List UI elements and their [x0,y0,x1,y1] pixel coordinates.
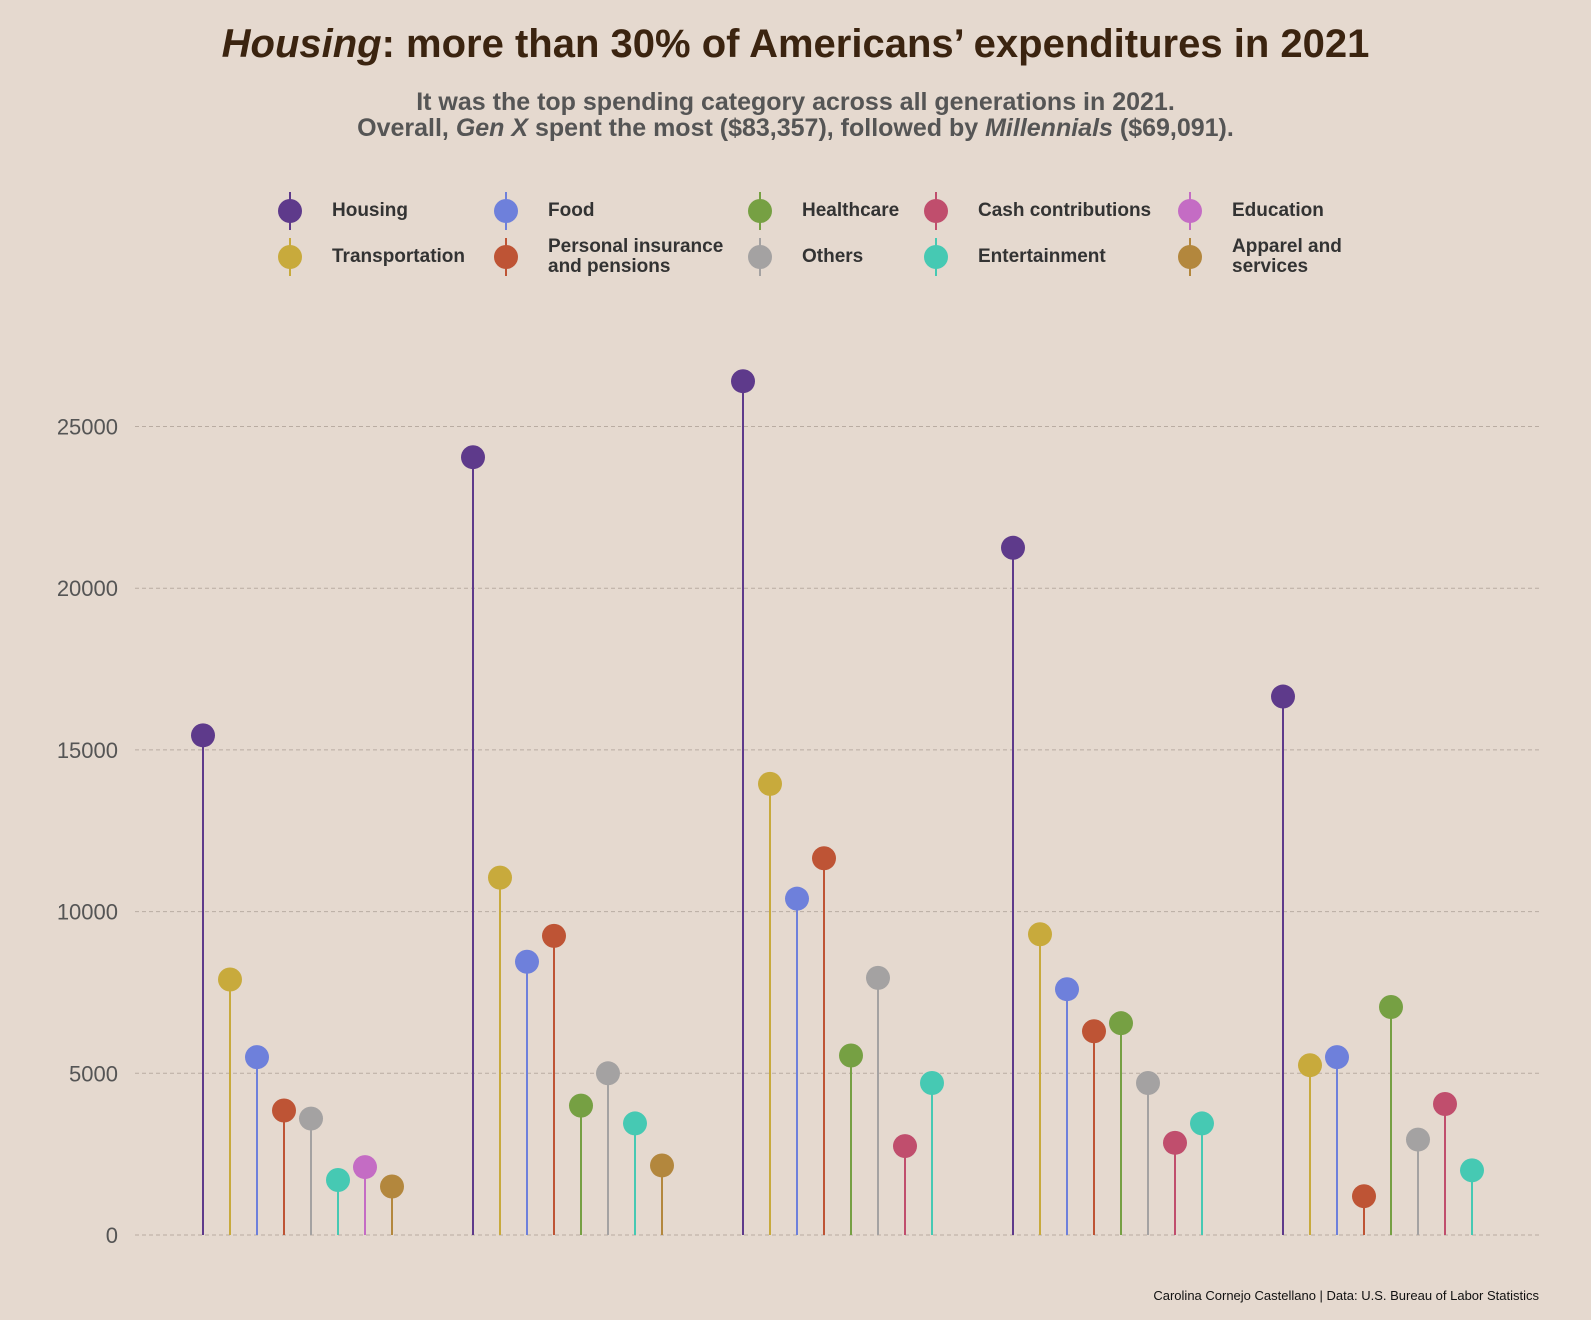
subtitle-genx: Gen X [455,114,529,142]
legend-item: Food [486,188,736,234]
lollipop-point [380,1174,404,1199]
lollipop-point [1352,1184,1376,1209]
legend-label: Housing [332,200,408,221]
lollipop-point [1001,535,1025,560]
legend: Housing Food Healthcare Cash contributions E… [270,188,1370,288]
chart-title: Housing: more than 30% of Americans’ exp… [0,22,1591,67]
subtitle-part-a: Overall, [357,114,456,142]
title-italic: Housing [221,22,382,66]
lollipop-point [1190,1111,1214,1136]
lollipop-point [650,1153,674,1178]
y-tick-label: 20000 [57,576,118,601]
lollipop-point [866,965,890,990]
legend-label: Apparel and services [1232,236,1342,277]
legend-label: Others [802,246,864,267]
generation-group [461,445,674,1235]
lollipop-point [839,1043,863,1068]
legend-label: Entertainment [978,246,1106,267]
lollipop-point [326,1168,350,1193]
lollipop-point [353,1155,377,1180]
lollipop-point [569,1093,593,1118]
legend-item: Others [740,234,990,280]
lollipop-point [1136,1071,1160,1096]
lollipop-point [1460,1158,1484,1183]
lollipop-point [1055,977,1079,1002]
legend-swatch [740,188,780,234]
lollipop-point [245,1045,269,1070]
legend-item: Personal insurance and pensions [486,234,736,280]
legend-item: Cash contributions [916,188,1166,234]
lollipop-point [299,1106,323,1131]
y-tick-label: 5000 [69,1061,118,1086]
legend-label: Cash contributions [978,200,1152,221]
lollipop-point [1433,1092,1457,1117]
lollipop-point [1163,1130,1187,1155]
generation-group [731,369,944,1235]
legend-swatch [1170,188,1210,234]
lollipop-point [1325,1045,1349,1070]
lollipop-point [623,1111,647,1136]
legend-swatch [1170,234,1210,280]
legend-swatch [270,188,310,234]
legend-item: Apparel and services [1170,234,1420,280]
lollipop-point [1271,684,1295,709]
legend-swatch [916,234,956,280]
lollipop-point [731,369,755,394]
lollipop-point [515,949,539,974]
lollipop-point [596,1061,620,1086]
y-tick-label: 0 [106,1223,118,1248]
legend-swatch [486,188,526,234]
legend-label: Healthcare [802,200,900,221]
lollipop-point [785,886,809,911]
legend-item: Healthcare [740,188,990,234]
lollipop-point [1109,1011,1133,1036]
lollipop-chart: 0 5000 10000 15000 20000 25000 [57,369,1540,1248]
legend-swatch [486,234,526,280]
lollipop-point [893,1134,917,1159]
subtitle-line-1: It was the top spending category across … [416,88,1175,116]
legend-label: Education [1232,200,1324,221]
y-tick-label: 25000 [57,415,118,440]
y-tick-label: 10000 [57,900,118,925]
lollipop-point [1379,995,1403,1020]
legend-item: Education [1170,188,1420,234]
lollipop-point [191,723,215,748]
legend-label: Transportation [332,246,466,267]
legend-swatch [740,234,780,280]
lollipop-point [1082,1019,1106,1044]
lollipop-point [1406,1127,1430,1152]
subtitle-millennials: Millennials [985,114,1113,142]
lollipop-point [920,1071,944,1096]
y-tick-label: 15000 [57,738,118,763]
legend-item: Entertainment [916,234,1166,280]
lollipop-point [758,771,782,796]
legend-swatch [270,234,310,280]
legend-label: Personal insurance and pensions [548,236,724,277]
lollipop-point [542,923,566,948]
legend-label: Food [548,200,595,221]
lollipop-point [488,865,512,890]
subtitle-part-e: ($69,091). [1112,114,1234,142]
generation-group [191,723,404,1235]
lollipop-point [812,846,836,871]
lollipop-point [1298,1053,1322,1078]
lollipop-point [218,967,242,992]
subtitle-line-2: Overall, Gen X spent the most ($83,357),… [0,114,1591,143]
lollipop-point [272,1098,296,1123]
title-rest: : more than 30% of Americans’ expenditur… [381,22,1370,66]
legend-item: Housing [270,188,520,234]
legend-swatch [916,188,956,234]
generation-group [1001,535,1214,1235]
credit-caption: Carolina Cornejo Castellano | Data: U.S.… [1153,1288,1539,1303]
lollipop-point [461,445,485,470]
generation-group [1271,684,1484,1235]
legend-item: Transportation [270,234,520,280]
lollipop-point [1028,922,1052,947]
subtitle-part-c: spent the most ($83,357), followed by [528,114,986,142]
